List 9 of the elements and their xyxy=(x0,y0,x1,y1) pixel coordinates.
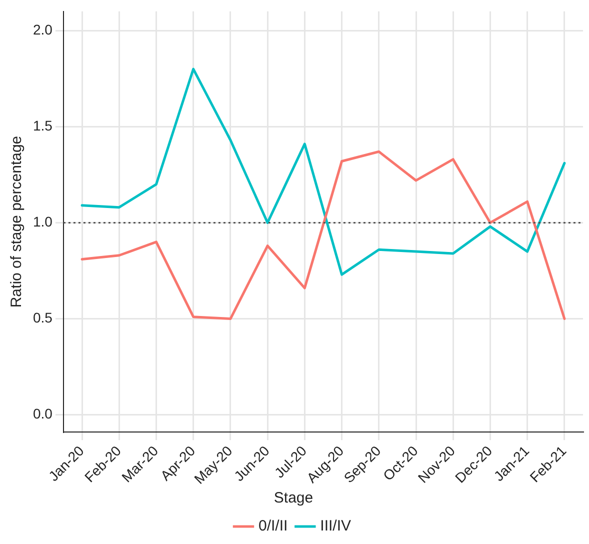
y-axis-title: Ratio of stage percentage xyxy=(8,136,26,308)
y-tick-label: 1.0 xyxy=(32,214,53,230)
legend-title: Stage xyxy=(274,490,314,507)
y-tick-label: 2.0 xyxy=(32,21,53,38)
legend-label: 0/I/II xyxy=(258,518,288,535)
legend-label: III/IV xyxy=(320,518,352,535)
y-tick-label: 0.5 xyxy=(32,310,53,326)
y-tick-label: 0.0 xyxy=(32,406,53,422)
y-tick-label: 1.5 xyxy=(32,118,53,134)
